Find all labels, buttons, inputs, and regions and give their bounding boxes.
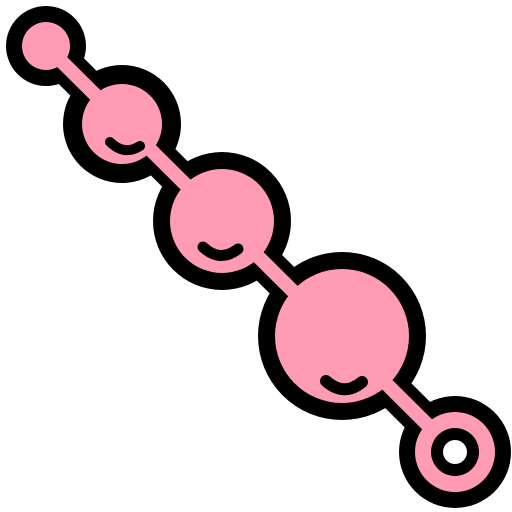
pull-ring-hole bbox=[443, 440, 467, 464]
bead-4 bbox=[275, 269, 409, 403]
bead-3 bbox=[170, 169, 274, 273]
bead-3-highlight bbox=[197, 241, 244, 261]
bead-4-highlight bbox=[320, 375, 368, 396]
bead-2-highlight bbox=[105, 137, 145, 156]
bead-1 bbox=[22, 22, 70, 70]
